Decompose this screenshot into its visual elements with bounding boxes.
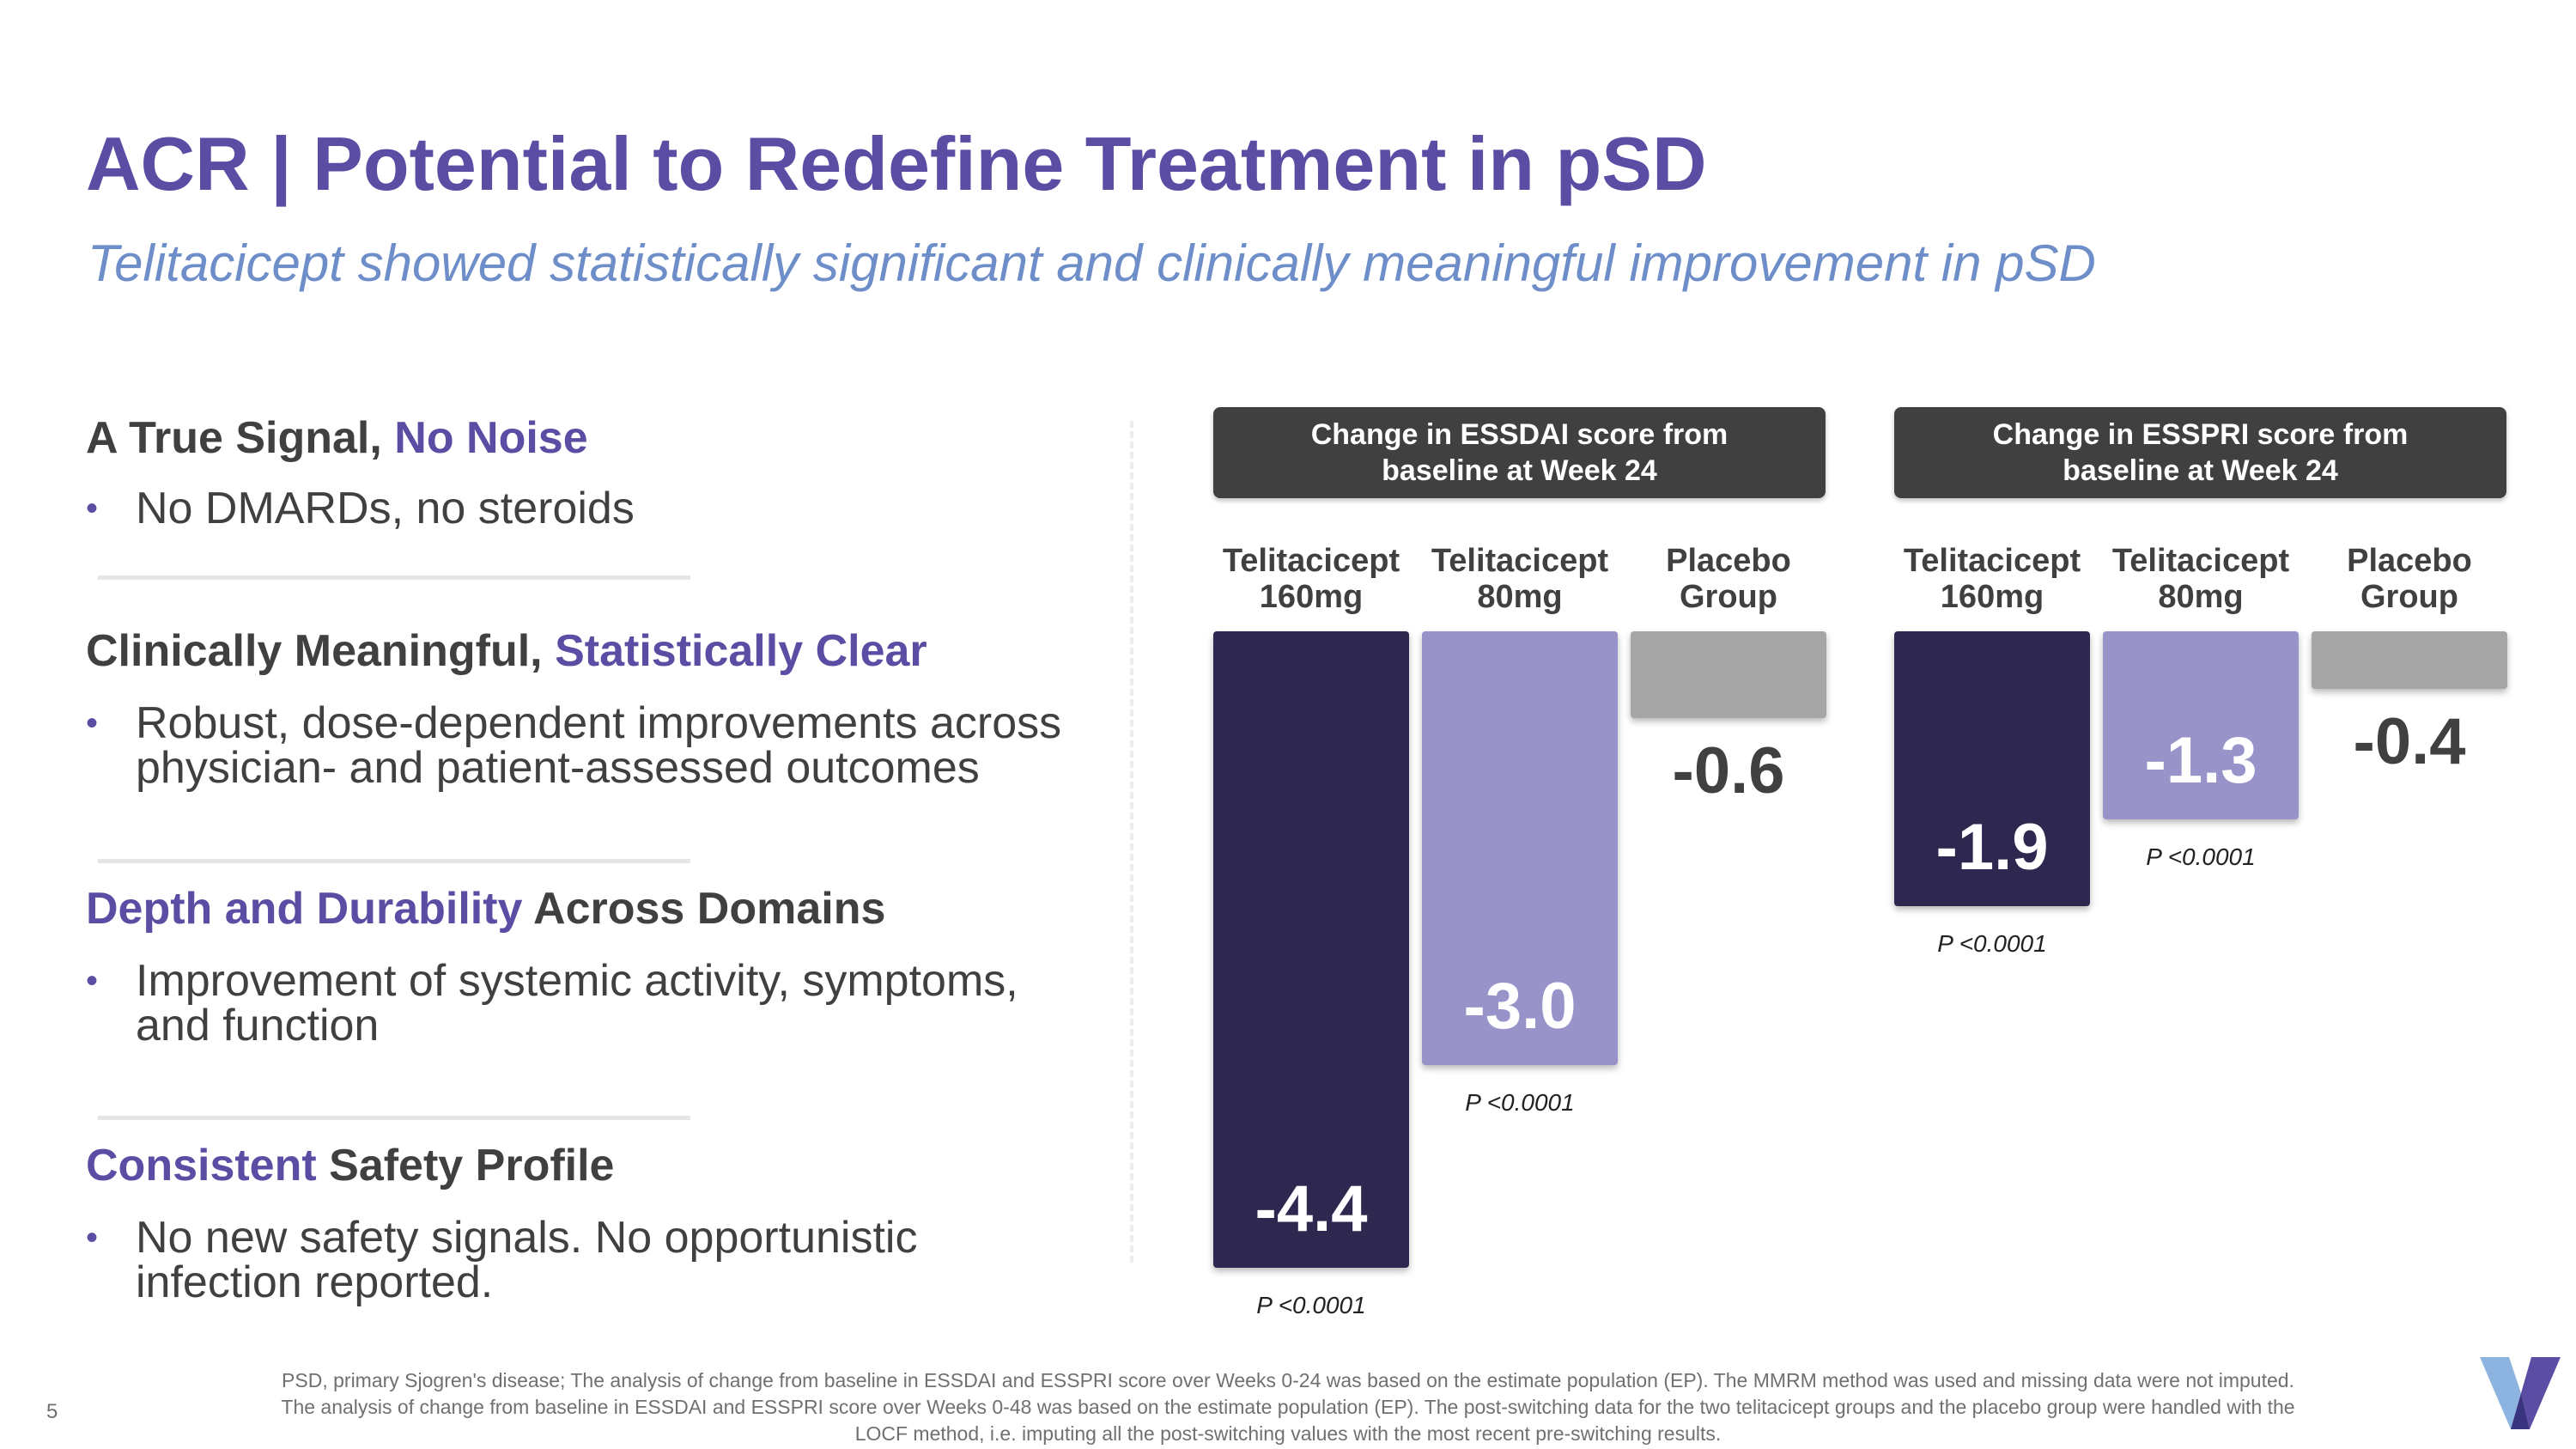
footnote: PSD, primary Sjogren's disease; The anal…: [172, 1367, 2404, 1447]
section-heading-accent: No Noise: [394, 413, 588, 463]
bar-80mg: [2103, 631, 2299, 819]
bullet-item: • No new safety signals. No opportunisti…: [86, 1215, 1116, 1305]
bullet-text-line: Robust, dose-dependent improvements acro…: [136, 698, 1062, 748]
category-label-line: Telitacicept: [2111, 543, 2290, 579]
category-label-line: Telitacicept: [1903, 543, 2081, 579]
bullet-text-line: and function: [136, 1001, 380, 1050]
category-label-line: Telitacicept: [1222, 543, 1400, 579]
v-logo-icon: [2480, 1357, 2561, 1429]
chart-title: Change in ESSPRI score from baseline at W…: [1894, 407, 2506, 498]
section-heading-plain: A True Signal,: [86, 413, 382, 463]
chart-title-line: baseline at Week 24: [2063, 454, 2338, 487]
bar-placebo: [1631, 631, 1826, 719]
page-subtitle: Telitacicept showed statistically signif…: [88, 234, 2096, 292]
value-label: -4.4: [1255, 1172, 1368, 1245]
bullet-dot-icon: •: [86, 490, 99, 527]
category-label: Placebo Group: [1613, 543, 1844, 615]
section-divider: [98, 575, 690, 580]
category-label-line: 80mg: [2158, 579, 2244, 615]
footnote-line: LOCF method, i.e. imputing all the post-…: [854, 1422, 1722, 1445]
chart-title-line: baseline at Week 24: [1382, 454, 1657, 487]
p-value: P <0.0001: [1256, 1292, 1366, 1318]
category-label-line: Placebo: [1666, 543, 1791, 579]
p-value: P <0.0001: [1937, 929, 2047, 957]
chart-title-line: Change in ESSPRI score from: [1992, 418, 2409, 451]
bullet-item: • Improvement of systemic activity, symp…: [86, 959, 1116, 1048]
bullet-item: • No DMARDs, no steroids: [86, 486, 1116, 531]
category-label: Telitacicept 160mg: [1877, 543, 2107, 615]
value-label: -0.4: [2353, 705, 2466, 779]
category-label-line: Telitacicept: [1431, 543, 1609, 579]
section-heading-accent: Statistically Clear: [555, 626, 927, 676]
section-heading-depth: Depth and Durability Across Domains: [86, 883, 885, 935]
value-label: -1.3: [2144, 723, 2257, 797]
value-label: -3.0: [1463, 970, 1577, 1044]
section-heading-safety: Consistent Safety Profile: [86, 1140, 614, 1191]
section-heading-plain: Across Domains: [533, 884, 886, 934]
chart-title-text: Change in ESSDAI score from baseline at W…: [1311, 417, 1728, 489]
p-value: P <0.0001: [2146, 843, 2256, 870]
bullet-item: • Robust, dose-dependent improvements ac…: [86, 701, 1116, 790]
bullet-text-line: No new safety signals. No opportunistic: [136, 1213, 918, 1263]
column-separator: [1130, 421, 1133, 1263]
section-divider: [98, 859, 690, 863]
section-heading-accent: Depth and Durability: [86, 884, 523, 934]
category-label: Telitacicept 160mg: [1196, 543, 1426, 615]
category-label-line: 160mg: [1940, 579, 2044, 615]
bar-placebo: [2312, 631, 2507, 690]
section-heading-signal: A True Signal, No Noise: [86, 412, 588, 464]
bullet-dot-icon: •: [86, 962, 99, 1000]
category-label-line: Group: [1680, 579, 1777, 615]
section-divider: [98, 1116, 690, 1120]
chart-title: Change in ESSDAI score from baseline at W…: [1213, 407, 1826, 498]
bullet-dot-icon: •: [86, 1219, 99, 1257]
chart-title-line: Change in ESSDAI score from: [1310, 418, 1728, 451]
p-value: P <0.0001: [1465, 1089, 1575, 1117]
footnote-line: PSD, primary Sjogren's disease; The anal…: [282, 1369, 2294, 1391]
section-heading-accent: Consistent: [86, 1141, 317, 1190]
bar-160mg: [1213, 631, 1409, 1268]
category-label: Placebo Group: [2294, 543, 2524, 615]
category-label-line: 160mg: [1259, 579, 1364, 615]
chart-title-text: Change in ESSPRI score from baseline at W…: [1993, 417, 2409, 489]
section-heading-clinical: Clinically Meaningful, Statistically Cle…: [86, 625, 927, 677]
bar-80mg: [1422, 631, 1618, 1066]
category-label-line: 80mg: [1477, 579, 1563, 615]
category-label-line: Placebo: [2347, 543, 2472, 579]
bullet-text: No DMARDs, no steroids: [136, 484, 635, 533]
section-heading-plain: Safety Profile: [329, 1141, 615, 1190]
category-label: Telitacicept 80mg: [2086, 543, 2316, 615]
footnote-line: The analysis of change from baseline in …: [281, 1396, 2295, 1418]
bullet-dot-icon: •: [86, 704, 99, 742]
category-label-line: Group: [2360, 579, 2458, 615]
value-label: -1.9: [1935, 810, 2049, 884]
bullet-text-line: infection reported.: [136, 1257, 494, 1307]
section-heading-plain: Clinically Meaningful,: [86, 626, 543, 676]
bullet-text-line: physician- and patient-assessed outcomes: [136, 743, 980, 793]
bar-160mg: [1894, 631, 2090, 906]
category-label: Telitacicept 80mg: [1405, 543, 1635, 615]
value-label: -0.6: [1672, 734, 1785, 808]
page-title: ACR | Potential to Redefine Treatment in…: [86, 121, 1707, 206]
bullet-text-line: Improvement of systemic activity, sympto…: [136, 956, 1018, 1006]
page-number: 5: [46, 1400, 58, 1423]
